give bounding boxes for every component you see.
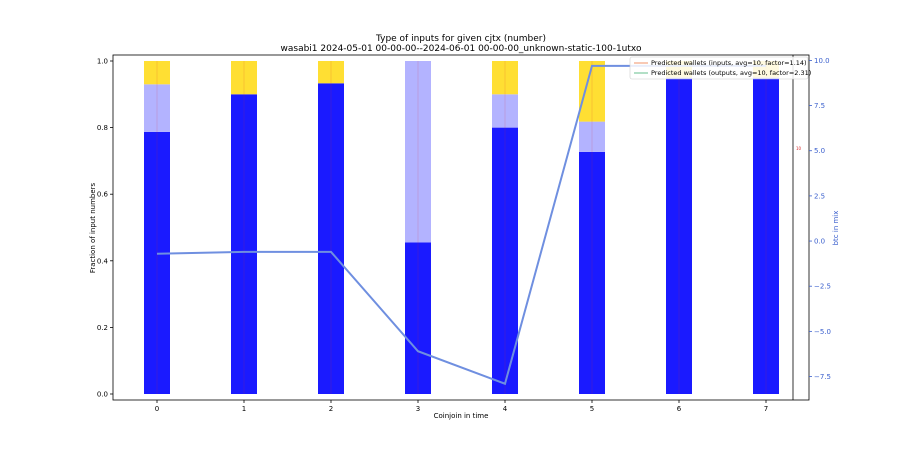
legend-label-inputs: Predicted wallets (inputs, avg=10, facto… — [651, 59, 807, 67]
y-axis-label: Fraction of input numbers — [89, 182, 97, 273]
legend-label-outputs: Predicted wallets (outputs, avg=10, fact… — [651, 69, 811, 77]
x-tick-label: 3 — [416, 405, 420, 413]
y2-tick-label: 10.0 — [814, 57, 830, 65]
y2-tick-label: 7.5 — [814, 102, 825, 110]
x-axis-ticks: 0 1 2 3 4 5 6 7 — [155, 400, 768, 413]
y-axis-ticks: 0.0 0.2 0.4 0.6 0.8 1.0 — [97, 58, 113, 399]
x-tick-label: 7 — [764, 405, 768, 413]
y2-tick-label: −2.5 — [814, 283, 831, 291]
x-tick-label: 5 — [590, 405, 594, 413]
y2-tick-label: 2.5 — [814, 192, 825, 200]
y2-tick-label: 5.0 — [814, 147, 825, 155]
y-tick-label: 0.2 — [97, 324, 108, 332]
chart-subtitle: wasabi1 2024-05-01 00-00-00--2024-06-01 … — [281, 44, 642, 54]
y-tick-label: 0.4 — [97, 257, 109, 265]
x-tick-label: 2 — [329, 405, 333, 413]
y2-tick-label: −5.0 — [814, 328, 831, 336]
x-tick-label: 1 — [242, 405, 246, 413]
y2-tick-label: 0.0 — [814, 238, 825, 246]
x-tick-label: 4 — [503, 405, 508, 413]
x-axis-label: Coinjoin in time — [434, 412, 489, 420]
red-axis-label: 10 — [796, 146, 802, 151]
y-tick-label: 1.0 — [97, 58, 108, 66]
bars-group — [144, 61, 779, 395]
legend-box — [629, 56, 809, 80]
y2-axis-label: btc in mix — [832, 211, 840, 246]
y-tick-label: 0.0 — [97, 391, 108, 399]
legend: Predicted wallets (inputs, avg=10, facto… — [629, 56, 811, 80]
plot-frame — [112, 54, 810, 401]
y-tick-label: 0.6 — [97, 191, 109, 199]
y2-tick-label: −7.5 — [814, 373, 831, 381]
chart-title: Type of inputs for given cjtx (number) — [375, 34, 546, 44]
y2-axis-ticks: −7.5 −5.0 −2.5 0.0 2.5 5.0 7.5 10.0 — [809, 57, 831, 381]
x-tick-label: 0 — [155, 405, 159, 413]
x-tick-label: 6 — [677, 405, 682, 413]
y-tick-label: 0.8 — [97, 124, 108, 132]
